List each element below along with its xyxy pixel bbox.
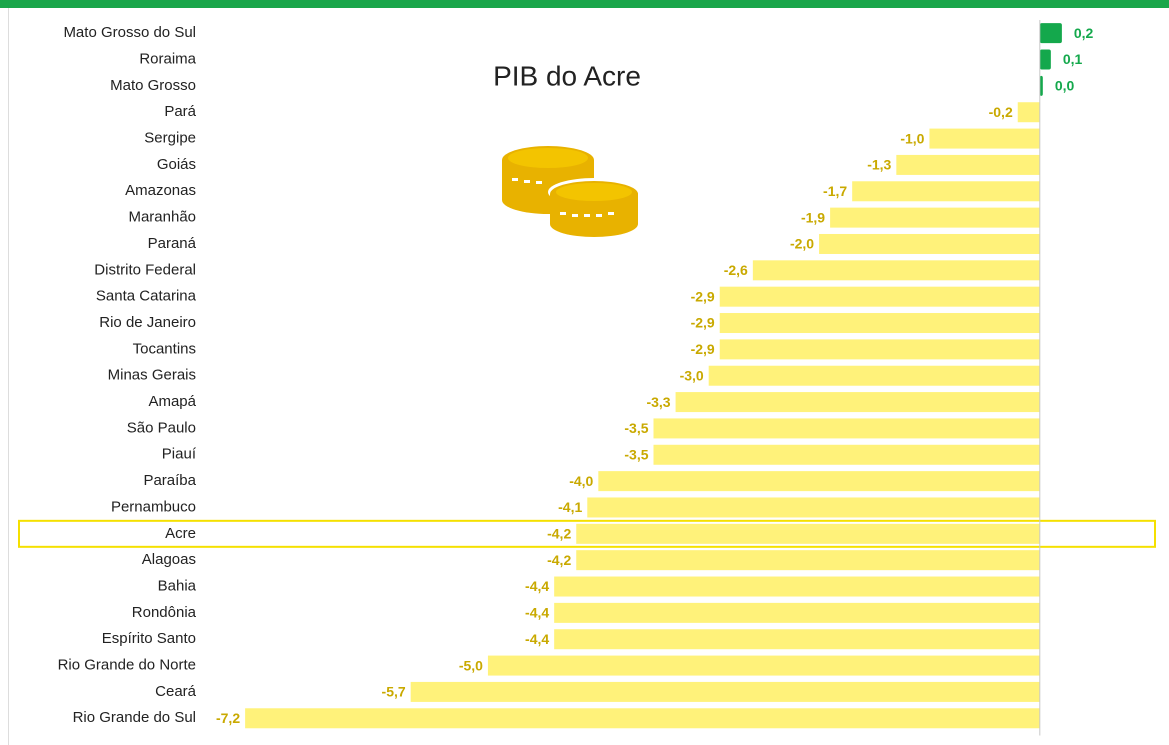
category-label: Alagoas bbox=[142, 551, 196, 568]
value-label: -7,2 bbox=[216, 710, 240, 726]
value-label: -5,0 bbox=[459, 657, 483, 673]
category-label: Mato Grosso bbox=[110, 77, 196, 94]
category-label: Rio de Janeiro bbox=[99, 314, 196, 331]
category-label: Roraima bbox=[139, 50, 196, 67]
bar bbox=[554, 602, 1040, 623]
bar bbox=[819, 233, 1040, 254]
value-label: -4,4 bbox=[525, 605, 549, 621]
category-label: Amazonas bbox=[125, 182, 196, 199]
bar bbox=[896, 154, 1040, 175]
value-label: -2,9 bbox=[691, 341, 715, 357]
bar bbox=[587, 497, 1040, 518]
value-label: -1,0 bbox=[900, 130, 924, 146]
bar bbox=[1039, 23, 1062, 44]
category-label: Pernambuco bbox=[111, 498, 196, 515]
value-label: -1,7 bbox=[823, 183, 847, 199]
value-label: -2,0 bbox=[790, 236, 814, 252]
bar bbox=[830, 207, 1040, 228]
value-label: -4,4 bbox=[525, 578, 549, 594]
category-label: Sergipe bbox=[144, 130, 196, 147]
category-label: Bahia bbox=[158, 577, 197, 594]
category-label: Amapá bbox=[148, 393, 196, 410]
category-label: Santa Catarina bbox=[96, 288, 197, 305]
value-label: -2,9 bbox=[691, 288, 715, 304]
value-label: -3,5 bbox=[624, 420, 648, 436]
bar bbox=[653, 444, 1040, 465]
value-label: -3,0 bbox=[680, 367, 704, 383]
value-label: -3,5 bbox=[624, 446, 648, 462]
bar bbox=[929, 128, 1040, 149]
header-strip bbox=[0, 0, 1169, 8]
value-label: -2,9 bbox=[691, 315, 715, 331]
bar bbox=[576, 550, 1040, 571]
category-label: Piauí bbox=[162, 446, 197, 463]
value-label: -4,4 bbox=[525, 631, 549, 647]
category-label: São Paulo bbox=[127, 419, 196, 436]
bar bbox=[708, 365, 1040, 386]
value-label: -4,2 bbox=[547, 552, 571, 568]
bar bbox=[852, 181, 1040, 202]
value-label: -5,7 bbox=[382, 684, 406, 700]
bar bbox=[576, 523, 1040, 544]
category-label: Rondônia bbox=[132, 604, 197, 621]
bar bbox=[410, 681, 1040, 702]
value-label: 0,0 bbox=[1055, 78, 1075, 94]
bar bbox=[719, 339, 1040, 360]
chart-title: PIB do Acre bbox=[493, 60, 641, 91]
category-label: Espírito Santo bbox=[102, 630, 196, 647]
bar bbox=[1017, 102, 1040, 123]
bar bbox=[1039, 49, 1051, 70]
bar bbox=[653, 418, 1040, 439]
category-label: Rio Grande do Sul bbox=[73, 709, 196, 726]
category-label: Mato Grosso do Sul bbox=[63, 24, 196, 41]
category-label: Goiás bbox=[157, 156, 196, 173]
value-label: -0,2 bbox=[989, 104, 1013, 120]
bar bbox=[1039, 75, 1043, 96]
category-label: Distrito Federal bbox=[94, 261, 196, 278]
category-label: Maranhão bbox=[128, 209, 196, 226]
bar bbox=[554, 629, 1040, 650]
highlight-box bbox=[18, 519, 1156, 548]
value-label: -1,3 bbox=[867, 157, 891, 173]
value-label: -3,3 bbox=[646, 394, 670, 410]
value-label: -1,9 bbox=[801, 209, 825, 225]
value-label: -4,2 bbox=[547, 526, 571, 542]
category-label: Paraíba bbox=[143, 472, 196, 489]
value-label: -4,1 bbox=[558, 499, 582, 515]
category-label: Paraná bbox=[148, 235, 197, 252]
bar bbox=[554, 576, 1040, 597]
coins-icon bbox=[502, 146, 640, 237]
category-label: Tocantins bbox=[133, 340, 196, 357]
category-label: Minas Gerais bbox=[108, 367, 196, 384]
category-label: Pará bbox=[164, 103, 196, 120]
value-label: 0,1 bbox=[1063, 51, 1083, 67]
bar bbox=[752, 260, 1040, 281]
bar bbox=[487, 655, 1040, 676]
bar bbox=[598, 471, 1040, 492]
value-label: -2,6 bbox=[724, 262, 748, 278]
value-label: 0,2 bbox=[1074, 25, 1094, 41]
bar bbox=[719, 286, 1040, 307]
bar bbox=[675, 392, 1040, 413]
value-label: -4,0 bbox=[569, 473, 593, 489]
category-label: Acre bbox=[165, 525, 196, 542]
category-label: Rio Grande do Norte bbox=[58, 657, 196, 674]
bar bbox=[245, 708, 1040, 729]
bar bbox=[719, 313, 1040, 334]
category-label: Ceará bbox=[155, 683, 197, 700]
